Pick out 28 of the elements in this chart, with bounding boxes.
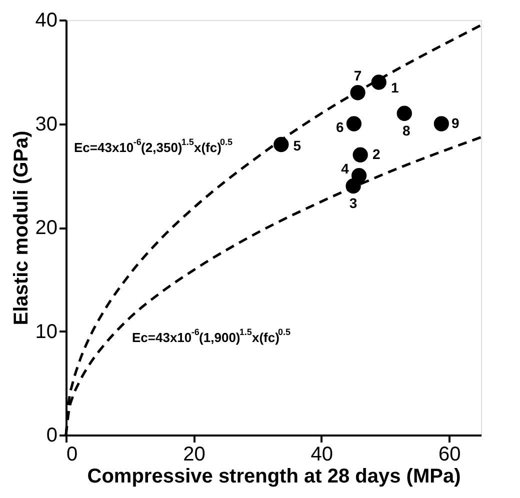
- y-tick-label: 30: [35, 113, 58, 136]
- x-tick-label: 0: [66, 444, 78, 466]
- annotation: 1: [390, 79, 399, 96]
- point: [351, 168, 367, 184]
- x-tick-label: 60: [438, 444, 461, 466]
- annotation: 8: [402, 122, 410, 138]
- y-tick-label: 40: [35, 10, 58, 32]
- point: [434, 116, 449, 132]
- annotation: 3: [349, 195, 358, 211]
- annotation: 4: [341, 160, 350, 177]
- y-tick-label: 20: [35, 217, 58, 239]
- annotation: 2: [372, 146, 380, 162]
- point: [352, 147, 368, 162]
- point: [350, 85, 366, 100]
- y-tick-label: 10: [35, 320, 58, 343]
- annotation: 7: [354, 68, 362, 84]
- point: [274, 136, 289, 152]
- point: [371, 74, 386, 90]
- y-tick-label: 0: [46, 424, 58, 446]
- annotation: 6: [336, 118, 344, 135]
- y-axis-title: Elastic moduli (GPa): [10, 130, 32, 326]
- x-axis-title: Compressive strength at 28 days (MPa): [87, 466, 461, 488]
- point: [346, 116, 362, 132]
- annotation: 5: [293, 138, 302, 154]
- x-tick-label: 40: [310, 444, 334, 466]
- x-tick-label: 20: [183, 444, 206, 466]
- point: [396, 106, 412, 121]
- annotation: 9: [452, 114, 460, 131]
